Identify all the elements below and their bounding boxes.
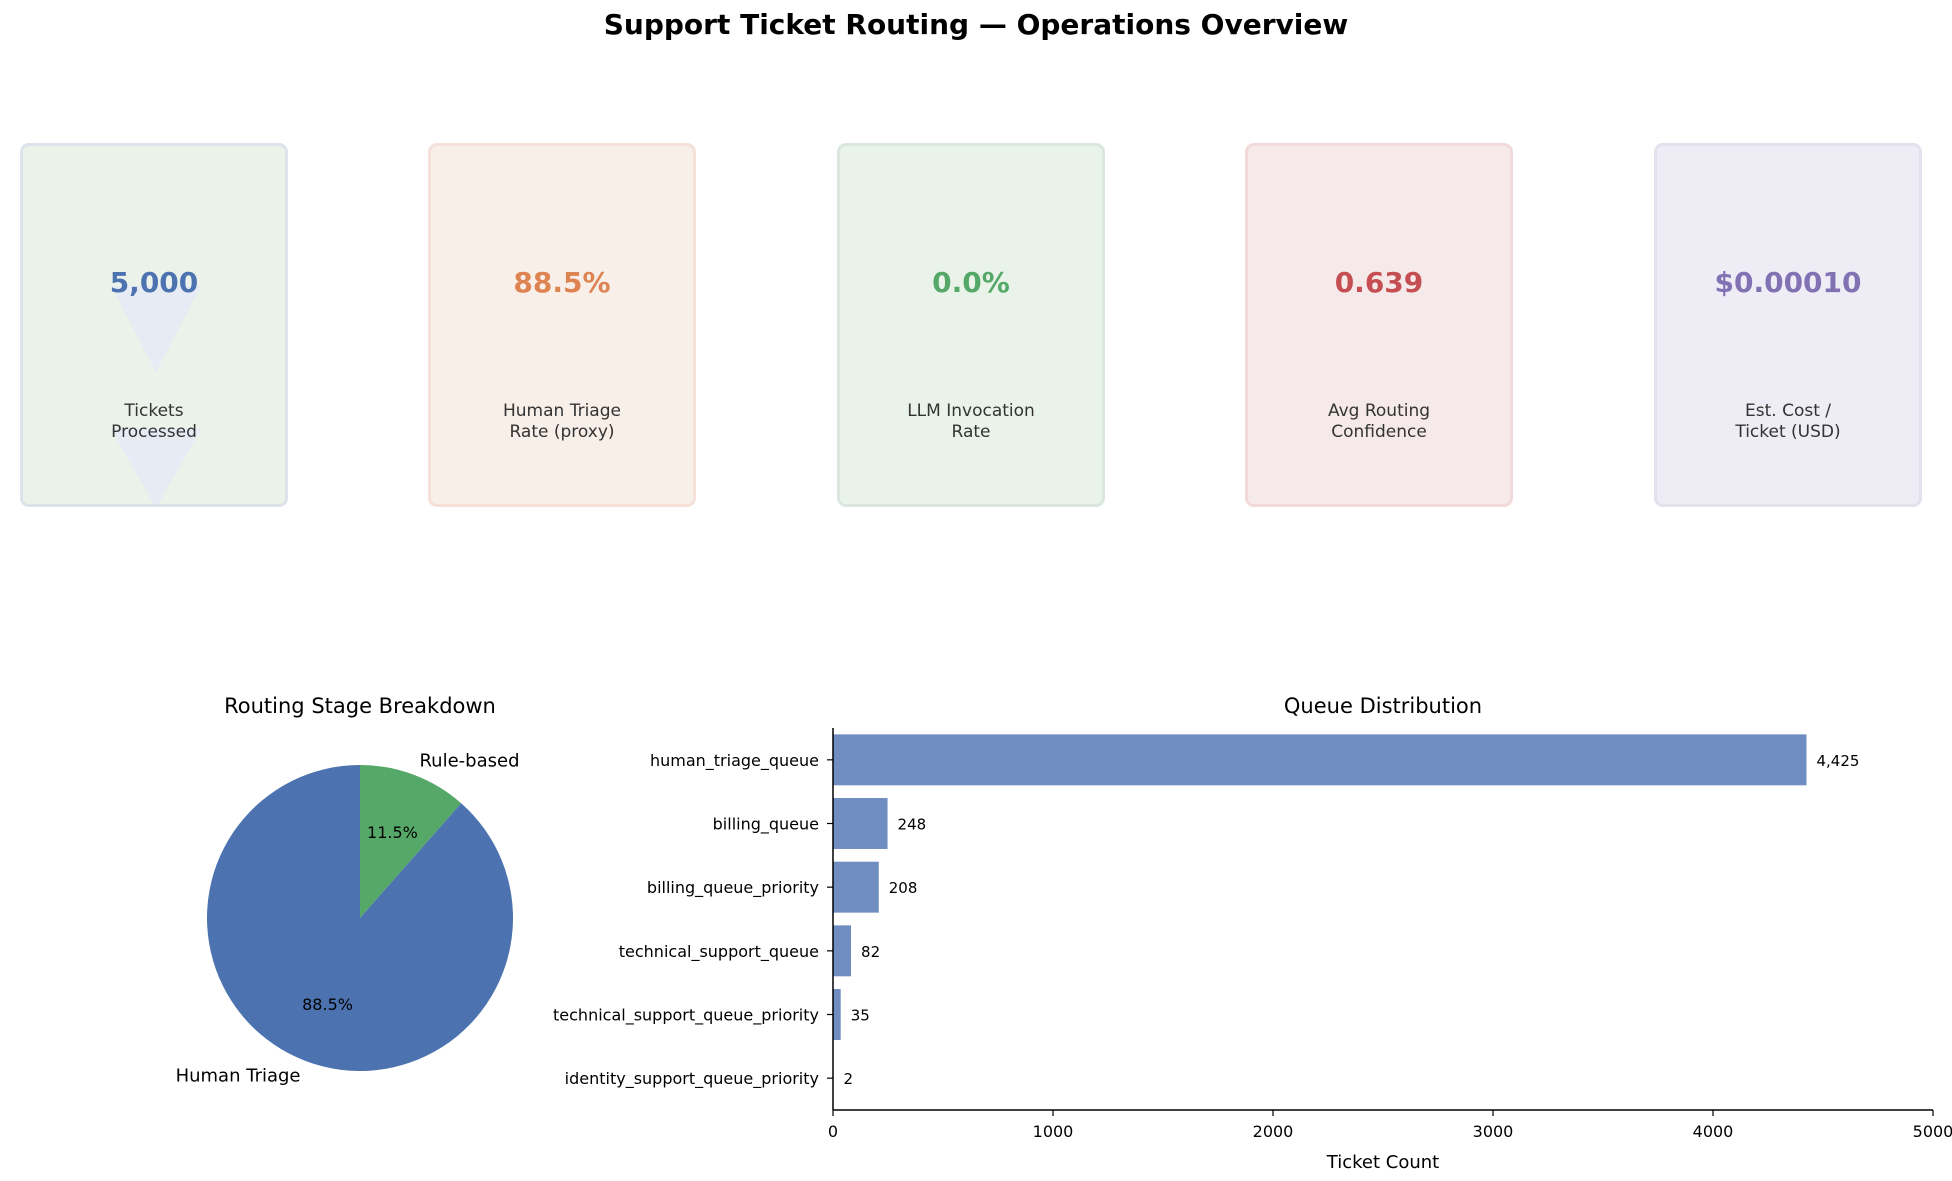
- y-tick-label: technical_support_queue_priority: [553, 1006, 819, 1026]
- bar-value-label: 35: [851, 1007, 870, 1025]
- kpi-value: 88.5%: [513, 266, 611, 299]
- kpi-label: Human Triage Rate (proxy): [503, 401, 621, 442]
- bar: [833, 861, 879, 913]
- x-tick-label: 5000: [1913, 1122, 1952, 1141]
- x-tick-label: 4000: [1693, 1122, 1734, 1141]
- y-tick-label: identity_support_queue_priority: [565, 1069, 819, 1089]
- pie-chart-title: Routing Stage Breakdown: [224, 694, 496, 718]
- kpi-value: 0.0%: [932, 266, 1010, 299]
- kpi-value: 0.639: [1334, 266, 1424, 299]
- kpi-card: $0.00010 Est. Cost / Ticket (USD): [1654, 143, 1922, 507]
- x-tick-label: 0: [828, 1122, 838, 1141]
- x-tick-label: 3000: [1473, 1122, 1514, 1141]
- bar-value-label: 248: [898, 816, 927, 834]
- x-tick-label: 1000: [1033, 1122, 1074, 1141]
- pie-slice: [360, 765, 462, 918]
- kpi-card: 0.0% LLM Invocation Rate: [837, 143, 1105, 507]
- pie-slice: [206, 765, 513, 1071]
- bar: [833, 798, 888, 849]
- bar-value-label: 82: [861, 943, 880, 961]
- kpi-card: 5,000 Tickets Processed: [20, 143, 288, 507]
- kpi-value: $0.00010: [1714, 266, 1862, 299]
- kpi-card: 88.5% Human Triage Rate (proxy): [428, 143, 696, 507]
- x-tick-label: 2000: [1253, 1122, 1294, 1141]
- y-tick-label: billing_queue: [713, 815, 819, 835]
- pie-percent-label: 88.5%: [302, 995, 353, 1014]
- bar-chart-title: Queue Distribution: [1283, 694, 1483, 718]
- page-title: Support Ticket Routing — Operations Over…: [603, 8, 1349, 41]
- y-tick-label: technical_support_queue: [619, 942, 819, 962]
- y-tick-label: billing_queue_priority: [647, 878, 819, 898]
- kpi-label: Tickets Processed: [111, 401, 197, 442]
- bar: [833, 925, 852, 977]
- pie-percent-label: 11.5%: [367, 823, 418, 842]
- pie-category-label: Human Triage: [176, 1065, 301, 1086]
- kpi-label: Avg Routing Confidence: [1327, 401, 1431, 442]
- bar: [833, 989, 841, 1040]
- kpi-card: 0.639 Avg Routing Confidence: [1245, 143, 1513, 507]
- kpi-card-decoration: [111, 286, 201, 504]
- kpi-value: 5,000: [109, 266, 199, 299]
- bar-value-label: 208: [889, 879, 918, 897]
- x-axis-label: Ticket Count: [1326, 1152, 1439, 1173]
- pie-category-label: Rule-based: [419, 751, 519, 772]
- bar-value-label: 2: [843, 1070, 853, 1088]
- bar-value-label: 4,425: [1817, 752, 1860, 770]
- pie-chart: 11.5% Rule-based 88.5% Human Triage: [176, 751, 520, 1087]
- kpi-label: LLM Invocation Rate: [907, 401, 1035, 442]
- y-tick-label: human_triage_queue: [650, 751, 819, 771]
- kpi-label: Est. Cost / Ticket (USD): [1735, 401, 1841, 442]
- bar: [833, 734, 1807, 786]
